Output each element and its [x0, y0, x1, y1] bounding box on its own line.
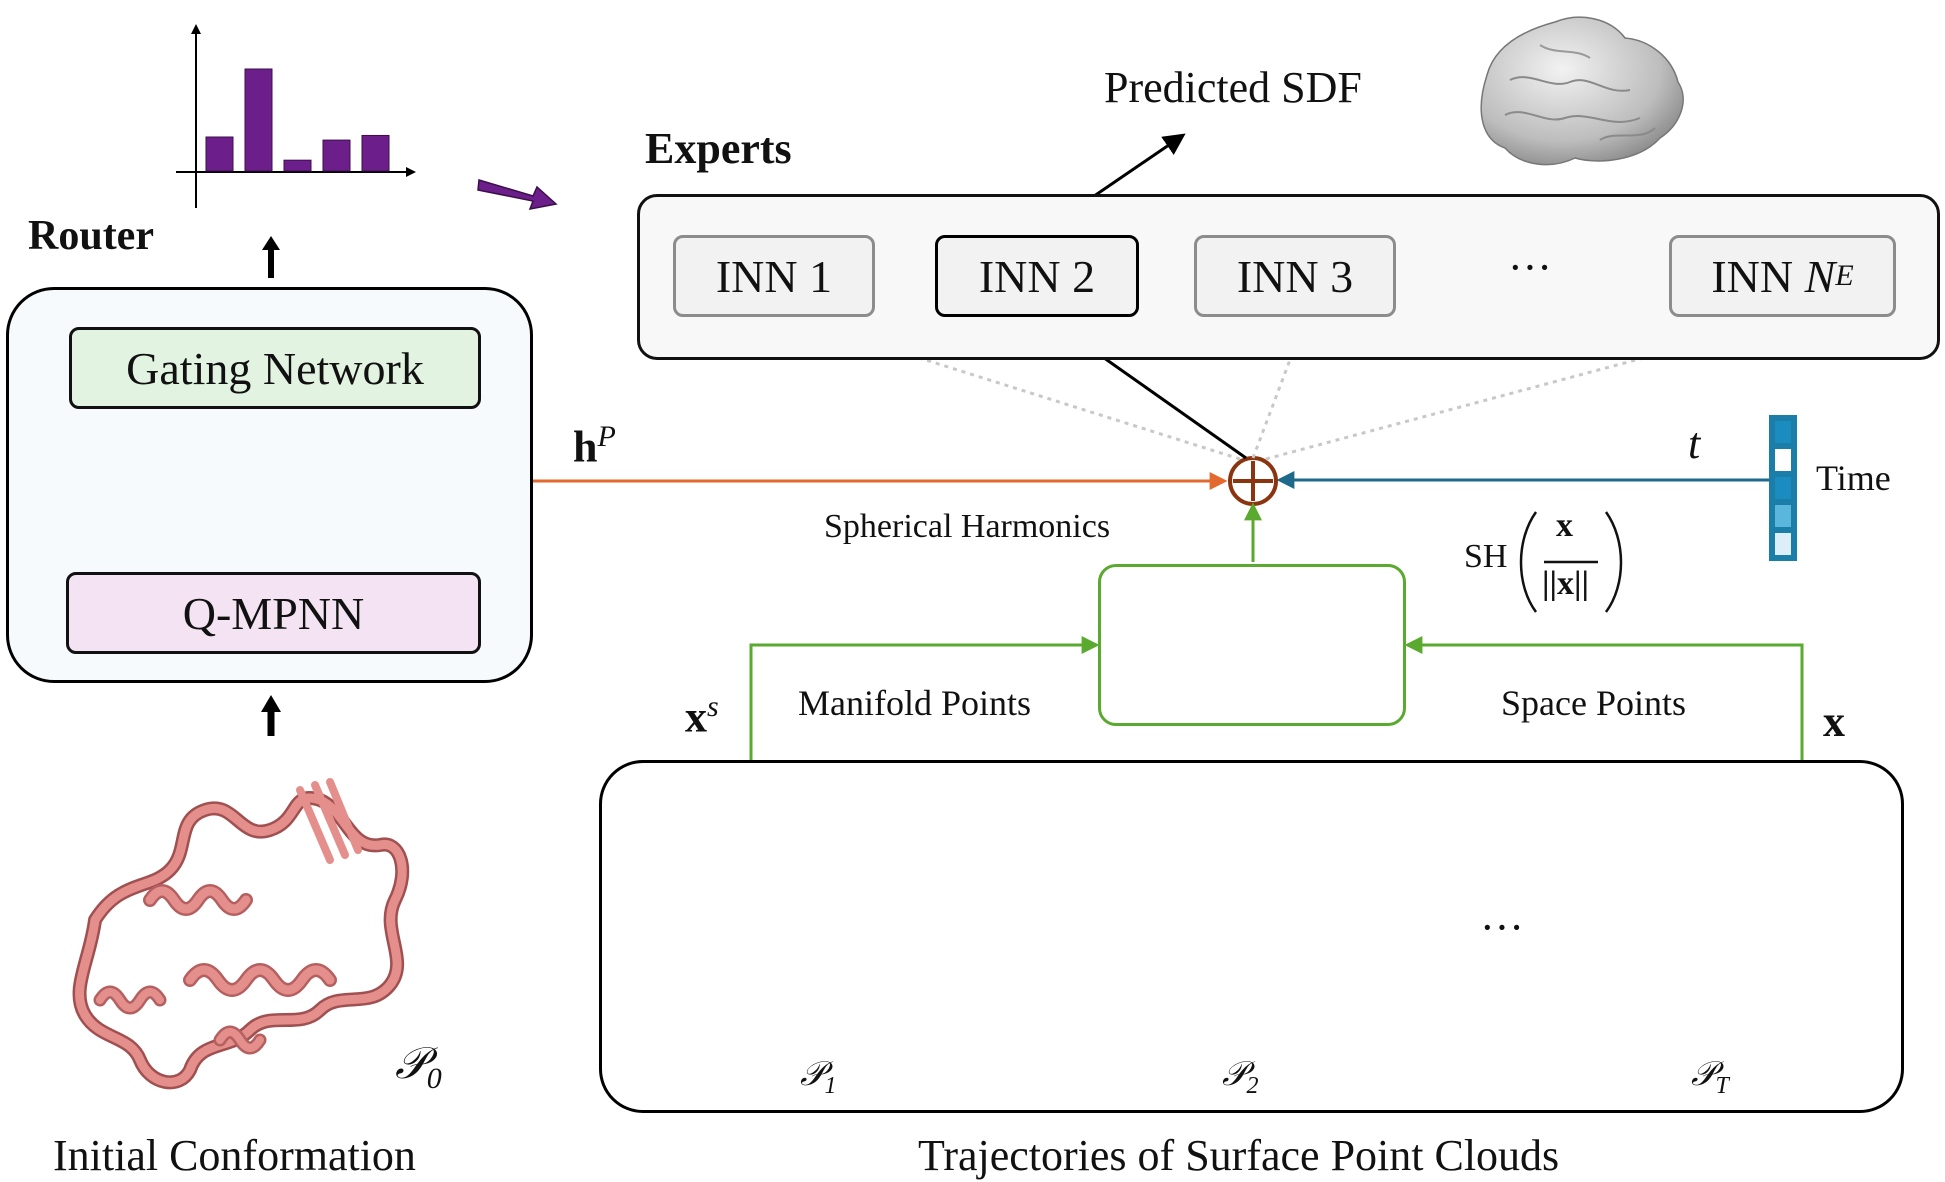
expert-ne-subscript: E: [1835, 259, 1854, 292]
trajectory-ellipsis: ···: [1480, 903, 1524, 952]
time-vector: [1769, 415, 1797, 561]
gating-network-label: Gating Network: [126, 342, 424, 394]
time-symbol: t: [1688, 419, 1701, 468]
q-mpnn-label: Q-MPNN: [182, 587, 365, 639]
expert-2-index: 2: [1072, 250, 1096, 302]
frame-t-symbol: 𝒫: [1691, 1056, 1716, 1093]
trajectory-caption: Trajectories of Surface Point Clouds: [918, 1131, 1560, 1180]
expert-inn-3: INN 3: [1194, 235, 1396, 317]
manifold-superscript: s: [707, 690, 719, 723]
initial-conformation-image: [72, 778, 410, 1090]
time-cell-3: [1775, 477, 1791, 499]
frame-2-symbol: 𝒫: [1222, 1056, 1247, 1093]
predicted-surface-image: [1480, 16, 1684, 166]
frame-t-subscript: T: [1715, 1072, 1729, 1099]
histogram-bar-5: [361, 134, 390, 172]
experts-title: Experts: [645, 124, 792, 173]
initial-caption: Initial Conformation: [53, 1131, 416, 1180]
histogram-bar-3: [283, 159, 312, 172]
manifold-x: x: [685, 692, 707, 742]
frame-t-label: 𝒫T: [1691, 1056, 1729, 1100]
expert-inn-2: INN 2: [935, 235, 1139, 317]
trajectory-panel: [599, 760, 1904, 1113]
frame-1-subscript: 1: [824, 1072, 837, 1099]
manifold-symbol: xs: [685, 690, 719, 743]
combine-operator: [1228, 456, 1278, 506]
router-title: Router: [28, 213, 154, 259]
expert-3-name: INN: [1236, 250, 1319, 302]
experts-ellipsis: ···: [1508, 243, 1552, 292]
expert-1-name: INN: [715, 250, 798, 302]
sh-formula-prefix: SH: [1464, 538, 1508, 575]
expert-1-index: 1: [809, 250, 833, 302]
histogram-bar-2: [244, 68, 273, 172]
histogram-bar-1: [205, 136, 234, 172]
frame-2-label: 𝒫2: [1222, 1056, 1259, 1100]
spherical-harmonics-label: Spherical Harmonics: [824, 508, 1111, 545]
histogram-bar-4: [322, 139, 351, 172]
hp-superscript: P: [597, 420, 616, 453]
time-cell-4: [1775, 505, 1791, 527]
hp-label: hP: [573, 420, 616, 473]
router-to-experts-arrow: [477, 179, 558, 210]
expert-2-name: INN: [978, 250, 1061, 302]
initial-symbol: 𝒫0: [395, 1038, 442, 1096]
gating-network-box: Gating Network: [69, 327, 481, 409]
predicted-sdf-label: Predicted SDF: [1104, 63, 1362, 112]
initial-p-symbol: 𝒫: [395, 1039, 427, 1088]
hp-symbol: h: [573, 422, 598, 472]
sh-formula-numerator: x: [1556, 507, 1573, 544]
time-cell-2: [1775, 449, 1791, 471]
initial-subscript: 0: [426, 1061, 442, 1095]
frame-1-label: 𝒫1: [800, 1056, 837, 1100]
frame-1-symbol: 𝒫: [800, 1056, 825, 1093]
expert-inn-1: INN 1: [673, 235, 875, 317]
space-points-label: Space Points: [1501, 683, 1686, 723]
routing-histogram: [176, 24, 416, 208]
spherical-harmonics-box: [1098, 564, 1406, 726]
manifold-points-label: Manifold Points: [798, 683, 1032, 723]
sh-formula-graphics: [1519, 511, 1623, 613]
time-cell-5: [1775, 533, 1791, 555]
expert-3-index: 3: [1330, 250, 1354, 302]
expert-ne-index: N: [1804, 250, 1836, 302]
frame-2-subscript: 2: [1246, 1072, 1259, 1099]
space-symbol: x: [1823, 697, 1845, 746]
q-mpnn-box: Q-MPNN: [66, 572, 481, 654]
sh-formula-denominator: ||x||: [1542, 565, 1589, 602]
time-cell-1: [1775, 421, 1791, 443]
expert-ne-name: INN: [1711, 250, 1794, 302]
time-label: Time: [1816, 458, 1891, 498]
